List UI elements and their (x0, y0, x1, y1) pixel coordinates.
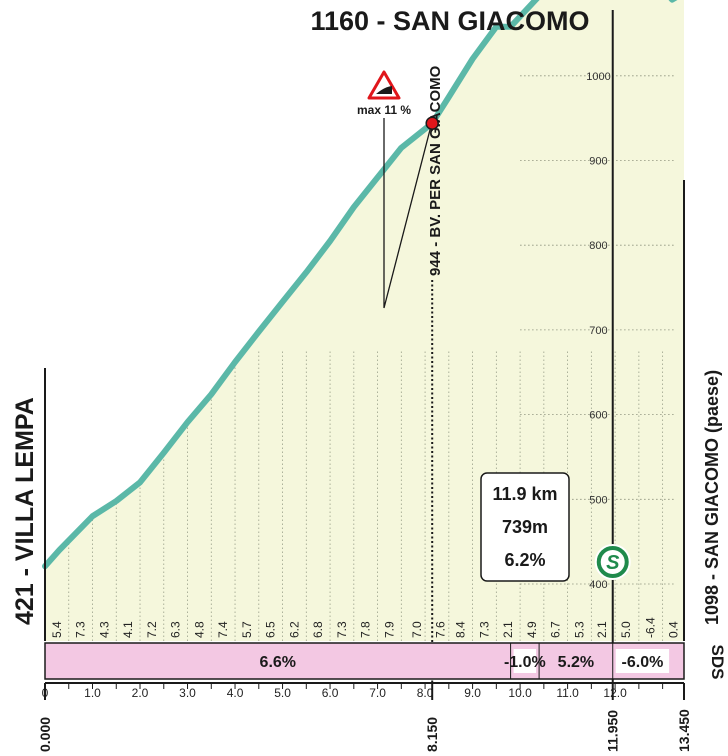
segment-gradient-label: 4.1 (121, 621, 135, 638)
section-label-box (615, 649, 670, 673)
section-label: 5.2% (558, 654, 594, 671)
y-tick-label: 500 (589, 494, 607, 506)
x-tick-label: 9.0 (464, 686, 481, 700)
summary-distance: 11.9 km (492, 484, 557, 504)
summary-box: 11.9 km 739m 6.2% (480, 472, 570, 582)
segment-gradient-label: 8.4 (454, 621, 468, 638)
section-label: -1.0% (504, 654, 546, 671)
x-tick-label: 8.0 (417, 686, 434, 700)
special-distance-label: 13.450 (676, 709, 692, 752)
segment-gradient-label: 5.0 (619, 621, 633, 638)
distance-axis-layer: 01.02.03.04.05.06.07.08.09.010.011.012.0… (37, 682, 692, 752)
segment-gradient-label: 6.2 (287, 621, 301, 638)
segment-gradient-label: 5.7 (240, 621, 254, 638)
segment-gradient-label: 2.1 (595, 621, 609, 638)
y-tick-label: 400 (589, 579, 607, 591)
summary-box-frame (480, 472, 570, 582)
section-label: -6.0% (622, 654, 664, 671)
segment-gradient-label: 2.1 (501, 621, 515, 638)
segment-gradient-label: 7.0 (410, 621, 424, 638)
max-gradient-label: max 11 % (357, 103, 411, 117)
segment-gradient-label: -6.4 (644, 617, 658, 638)
max-gradient-leader (383, 118, 433, 309)
waypoint-label: 944 - BV. PER SAN GIACOMO (427, 65, 444, 276)
x-tick-label: 1.0 (84, 686, 101, 700)
marker-layer: S (367, 70, 631, 580)
waypoint-marker (425, 116, 439, 130)
segment-gradient-label: 7.6 (434, 621, 448, 638)
segment-gradient-label: 7.2 (145, 621, 159, 638)
segment-badge-letter: S (606, 552, 620, 574)
segment-gradient-label: 7.4 (216, 621, 230, 638)
segment-gradient-label: 7.3 (335, 621, 349, 638)
gradient-band-layer: 5.4 7.3 4.3 4.1 7.2 6.3 4.8 7.4 5.7 6.5 6.2 6.8 7.3 7… (44, 617, 685, 680)
segment-gradient-label: 6.5 (264, 621, 278, 638)
segment-gradient-label: 4.8 (192, 621, 206, 638)
segment-gradient-label: 6.7 (549, 621, 563, 638)
brand-logo: SDS (708, 645, 727, 680)
segment-gradient-label: 6.3 (169, 621, 183, 638)
segment-gradient-label: 4.3 (97, 621, 111, 638)
summary-gain: 739m (502, 517, 548, 537)
segment-gradient-label: 4.9 (525, 621, 539, 638)
x-tick-label: 12.0 (603, 686, 627, 700)
chart-title: 1160 - SAN GIACOMO (310, 6, 589, 36)
section-label-box (513, 649, 537, 673)
special-distance-label: 0.000 (37, 717, 53, 752)
segment-gradient-label: 7.3 (74, 621, 88, 638)
gradient-band (44, 642, 685, 680)
x-tick-label: 11.0 (556, 686, 579, 700)
slope-icon (376, 86, 392, 94)
x-tick-label: 7.0 (369, 686, 386, 700)
x-tick-label: 6.0 (322, 686, 339, 700)
sky-mask (45, 0, 684, 567)
segment-gradient-label: 7.3 (478, 621, 492, 638)
x-tick-label: 3.0 (179, 686, 196, 700)
segment-gradient-label: 6.8 (311, 621, 325, 638)
y-tick-label: 900 (589, 156, 607, 168)
special-distance-label: 8.150 (424, 717, 440, 752)
summary-avg-gradient: 6.2% (504, 550, 545, 570)
special-distance-label: 11.950 (605, 710, 621, 752)
segment-badge-inner (600, 550, 625, 574)
segment-gradient-label: 5.3 (573, 621, 587, 638)
end-label: 1098 - SAN GIACOMO (paese) (702, 370, 722, 625)
y-tick-label: 1000 (586, 71, 610, 83)
y-tick-label: 700 (589, 325, 607, 337)
label-layer: 1160 - SAN GIACOMO 421 - VILLA LEMPA 109… (11, 6, 727, 679)
y-tick-label: 600 (589, 410, 607, 422)
segment-gradient-label: 5.4 (50, 621, 64, 638)
x-tick-label: 4.0 (227, 686, 244, 700)
x-tick-label: 10.0 (508, 686, 532, 700)
segment-gradient-label: 0.4 (666, 621, 680, 638)
segment-gradient-label: 7.9 (382, 621, 396, 638)
x-tick-label: 2.0 (132, 686, 149, 700)
segment-gradient-label: 7.8 (359, 621, 373, 638)
x-tick-label: 5.0 (274, 686, 291, 700)
y-tick-label: 800 (589, 240, 607, 252)
profile-line (42, 0, 678, 570)
start-label: 421 - VILLA LEMPA (11, 397, 39, 625)
section-label: 6.6% (260, 654, 296, 671)
